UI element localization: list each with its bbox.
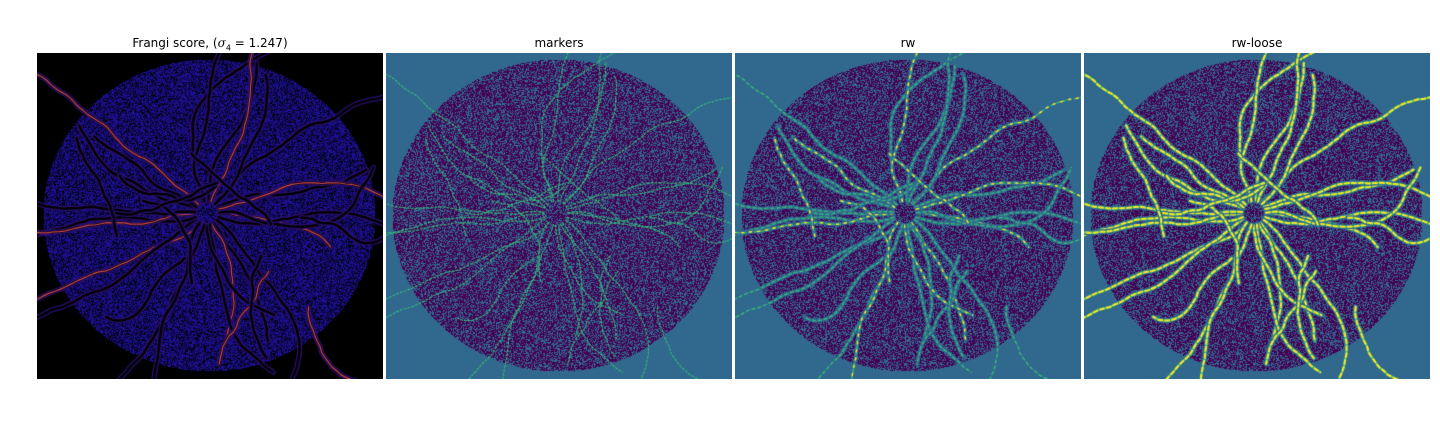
panel-markers-image xyxy=(386,53,732,379)
rw-image xyxy=(735,53,1081,379)
frangi-score-image xyxy=(37,53,383,379)
panel-title-rw: rw xyxy=(900,36,916,50)
panel-rw-loose-image xyxy=(1084,53,1430,379)
markers-image xyxy=(386,53,732,379)
panel-title-markers: markers xyxy=(534,36,584,50)
panel-title-frangi: Frangi score, (σ4 = 1.247) xyxy=(132,36,288,53)
panel-rw-image xyxy=(735,53,1081,379)
panel-title-rw-loose: rw-loose xyxy=(1231,36,1283,50)
rw-loose-image xyxy=(1084,53,1430,379)
panel-frangi-image xyxy=(37,53,383,379)
